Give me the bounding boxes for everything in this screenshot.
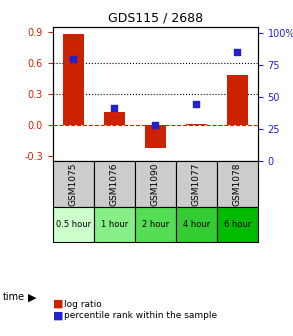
Bar (63, 34, 84, 125)
Text: log ratio: log ratio (64, 300, 102, 308)
FancyBboxPatch shape (53, 161, 94, 207)
FancyBboxPatch shape (176, 207, 217, 242)
Text: GSM1075: GSM1075 (69, 163, 78, 206)
Title: GDS115 / 2688: GDS115 / 2688 (108, 11, 203, 24)
Bar (145, 125, 166, 148)
Text: ■: ■ (53, 299, 63, 309)
Point (71, 56, 76, 61)
Text: 0.5 hour: 0.5 hour (56, 220, 91, 229)
FancyBboxPatch shape (217, 207, 258, 242)
Bar (186, 124, 207, 125)
FancyBboxPatch shape (176, 161, 217, 207)
Bar (227, 76, 248, 125)
Text: 2 hour: 2 hour (142, 220, 169, 229)
Text: 6 hour: 6 hour (224, 220, 251, 229)
Text: GSM1077: GSM1077 (192, 163, 201, 206)
FancyBboxPatch shape (94, 207, 135, 242)
Text: ■: ■ (53, 311, 63, 321)
Text: 4 hour: 4 hour (183, 220, 210, 229)
FancyBboxPatch shape (53, 207, 94, 242)
FancyBboxPatch shape (135, 161, 176, 207)
Text: ▶: ▶ (28, 292, 36, 302)
FancyBboxPatch shape (217, 161, 258, 207)
Point (153, 123, 158, 128)
Point (235, 50, 240, 55)
Text: time: time (3, 292, 25, 302)
Text: percentile rank within the sample: percentile rank within the sample (64, 311, 218, 320)
Text: GSM1090: GSM1090 (151, 163, 160, 206)
Bar (104, 112, 125, 125)
Point (194, 101, 199, 107)
Text: GSM1078: GSM1078 (233, 163, 242, 206)
FancyBboxPatch shape (135, 207, 176, 242)
Point (112, 105, 117, 110)
FancyBboxPatch shape (94, 161, 135, 207)
Text: GSM1076: GSM1076 (110, 163, 119, 206)
Text: 1 hour: 1 hour (100, 220, 128, 229)
